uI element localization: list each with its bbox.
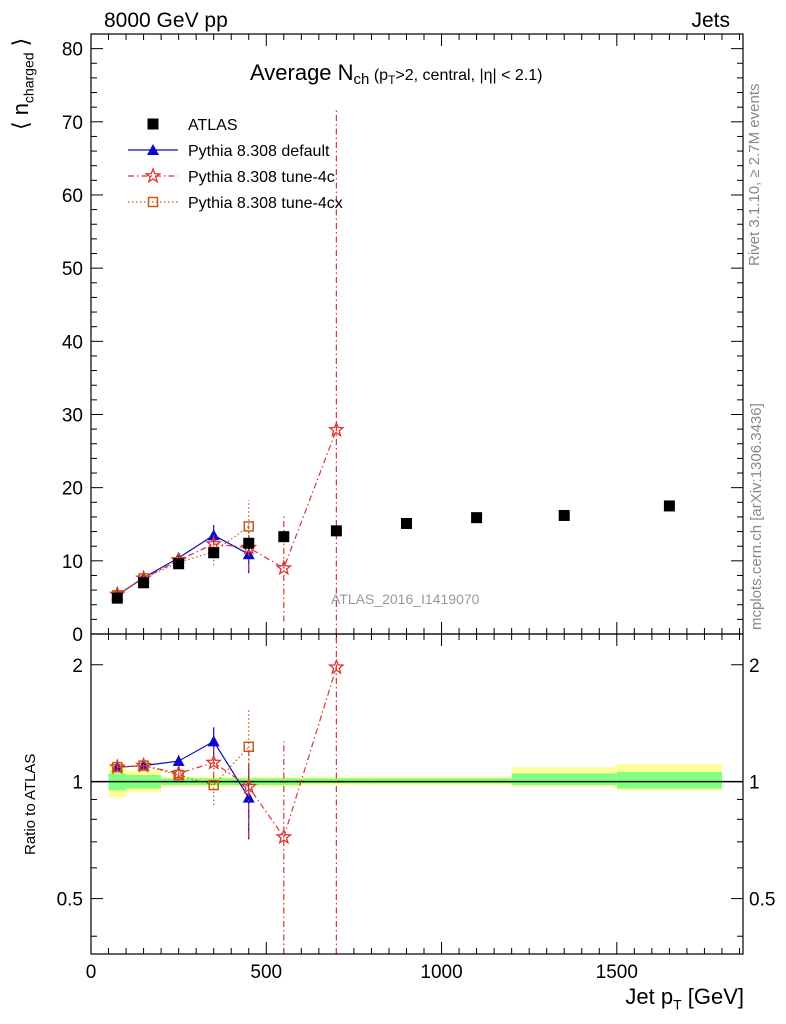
band-inner	[511, 773, 617, 786]
ratio-point	[240, 777, 258, 795]
data-point	[663, 500, 675, 512]
main-series-line	[116, 429, 337, 596]
title-condition-subscript: T	[388, 73, 396, 88]
legend-label: ATLAS	[188, 117, 238, 134]
data-point	[208, 547, 220, 559]
main-point	[243, 521, 254, 532]
series-atlas	[111, 500, 675, 604]
band-inner	[616, 771, 722, 789]
ratio-tick-label-right: 2	[749, 656, 760, 677]
ratio-tick-label: 1	[72, 773, 83, 794]
ratio-point	[208, 779, 219, 791]
rivet-version-label: Rivet 3.1.10, ≥ 2.7M events	[746, 83, 763, 267]
main-point	[327, 421, 345, 437]
legend: ATLAS Pythia 8.308 default Pythia 8.308 tu…	[128, 117, 343, 212]
ratio-tick-label-right: 0.5	[749, 890, 775, 911]
x-label-end: [GeV]	[681, 984, 744, 1009]
y-tick-label: 60	[62, 186, 83, 207]
data-series	[108, 107, 675, 954]
analysis-label: ATLAS_2016_I1419070	[331, 591, 480, 607]
legend-marker	[147, 196, 159, 208]
main-point	[275, 559, 293, 576]
legend-label: Pythia 8.308 default	[188, 143, 330, 160]
x-tick-label: 0	[86, 962, 97, 983]
ratio-tick-label: 0.5	[57, 890, 83, 911]
x-label-main: Jet p	[625, 984, 674, 1009]
ratio-tick-label: 2	[72, 656, 83, 677]
collision-label: 8000 GeV pp	[104, 9, 228, 32]
title-condition: (p	[373, 67, 389, 84]
main-point	[207, 529, 220, 541]
main-series-line	[116, 525, 250, 596]
x-axis-label: Jet pT [GeV]	[625, 984, 744, 1012]
title-subscript: ch	[353, 71, 370, 89]
data-point	[400, 518, 412, 530]
ratio-uncertainty-bands	[91, 764, 743, 798]
y-label-end: ⟩	[8, 37, 33, 47]
x-tick-label: 1000	[420, 962, 462, 983]
series-pythia-8-308-tune-4c	[108, 107, 345, 954]
y-tick-label: 0	[72, 625, 83, 646]
title-main: Average N	[250, 60, 354, 85]
band-inner	[371, 778, 442, 784]
ratio-point	[207, 735, 220, 747]
ratio-tick-label-right: 1	[749, 773, 760, 794]
data-point	[330, 525, 342, 537]
ratio-y-axis-label: Ratio to ATLAS	[22, 753, 39, 855]
main-y-axis-label: ⟨ ncharged ⟩	[8, 38, 36, 130]
data-point	[471, 512, 483, 524]
x-tick-label: 1500	[596, 962, 638, 983]
ratio-point	[172, 755, 185, 767]
category-label: Jets	[691, 9, 730, 32]
data-point	[173, 558, 185, 570]
ratio-plot-frame	[90, 633, 744, 955]
axis-ticks: 0 10 20 30 40 50 60 70 80 0 500 1000 1500 0.5 0.5 1 1 2 2	[57, 34, 775, 983]
ratio-series-line	[117, 667, 337, 839]
data-point	[243, 537, 255, 549]
ratio-point	[243, 741, 254, 753]
ratio-point	[173, 769, 184, 781]
mcplots-label: mcplots.cern.ch [arXiv:1306.3436]	[748, 403, 765, 630]
ratio-point	[242, 791, 255, 803]
y-tick-label: 50	[62, 259, 83, 280]
legend-marker	[144, 167, 162, 184]
band-inner	[441, 778, 512, 784]
data-point	[111, 592, 123, 604]
ratio-point	[205, 753, 223, 770]
legend-marker	[147, 144, 159, 155]
ratio-point	[275, 828, 293, 845]
legend-label: Pythia 8.308 tune-4cx	[188, 195, 343, 212]
data-point	[278, 531, 290, 543]
y-label-subscript: charged	[20, 52, 37, 104]
data-point	[558, 509, 570, 521]
ratio-point	[327, 658, 345, 675]
series-pythia-8-308-default	[111, 524, 255, 840]
ratio-point	[112, 761, 123, 773]
ratio-point	[138, 760, 149, 771]
title-condition-rest: >2, central, |η| < 2.1)	[395, 67, 543, 84]
band-inner	[301, 778, 372, 784]
plot-title: Average Nch (pT>2, central, |η| < 2.1)	[250, 60, 542, 88]
y-tick-label: 70	[62, 113, 83, 134]
y-tick-label: 10	[62, 552, 83, 573]
y-tick-label: 40	[62, 332, 83, 353]
x-tick-label: 500	[250, 962, 282, 983]
legend-marker	[147, 118, 159, 130]
x-label-subscript: T	[673, 996, 682, 1013]
y-label-main: ⟨ n	[8, 103, 33, 130]
y-tick-label: 20	[62, 479, 83, 500]
ratio-series-line	[117, 746, 250, 786]
y-tick-label: 80	[62, 40, 83, 61]
y-tick-label: 30	[62, 405, 83, 426]
data-point	[138, 577, 150, 589]
legend-label: Pythia 8.308 tune-4c	[188, 169, 335, 186]
